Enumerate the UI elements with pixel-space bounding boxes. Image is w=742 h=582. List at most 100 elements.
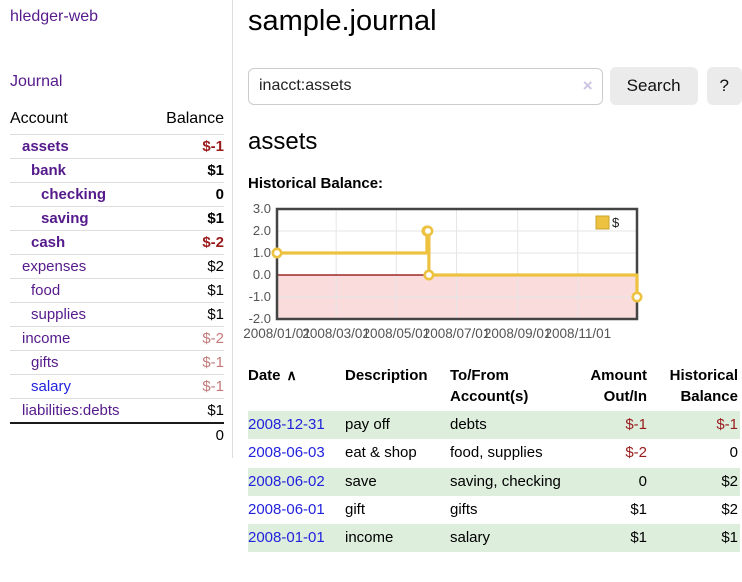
account-balance: $1: [207, 306, 224, 323]
clear-search-icon[interactable]: ×: [582, 75, 593, 95]
account-row-saving: saving $1: [10, 206, 224, 231]
accounts-total-row: 0: [10, 423, 224, 447]
account-balance: $-1: [202, 138, 224, 155]
account-link-bank[interactable]: bank: [31, 162, 67, 179]
transaction-balance: $2: [721, 472, 738, 490]
search-box: ×: [248, 67, 603, 105]
transaction-amount: $1: [630, 500, 647, 518]
account-balance: $-2: [202, 234, 224, 251]
account-balance: $1: [207, 210, 224, 227]
main-content: sample.journal × Search ? assets Histori…: [243, 0, 742, 553]
historical-balance-chart: $3.0 2.0 1.0 0.0 -1.0 -2.0 2008/01/01 2008/03/0…: [243, 201, 643, 344]
register-table: Date ∧ Description To/From Account(s) Amo…: [248, 363, 740, 553]
svg-text:2008/11/01: 2008/11/01: [545, 326, 612, 341]
search-button[interactable]: Search: [609, 67, 698, 105]
account-link-liabilities-debts[interactable]: liabilities:debts: [22, 402, 120, 419]
account-balance: $-2: [202, 330, 224, 347]
transaction-accounts: gifts: [450, 500, 478, 518]
account-link-gifts[interactable]: gifts: [31, 354, 59, 371]
search-row: × Search ?: [248, 67, 742, 105]
account-row-liabilities-debts: liabilities:debts $1: [10, 398, 224, 424]
account-balance: $-1: [202, 354, 224, 371]
transaction-description: income: [345, 529, 394, 546]
sidebar: hledger-web Journal Account Balance asse…: [0, 0, 233, 458]
transaction-description: save: [345, 472, 377, 490]
sort-asc-icon: ∧: [286, 367, 297, 383]
account-link-income[interactable]: income: [22, 330, 71, 347]
transaction-amount: $-1: [625, 416, 647, 433]
account-link-checking[interactable]: checking: [41, 186, 107, 203]
account-row-income: income $-2: [10, 326, 224, 351]
account-link-cash[interactable]: cash: [31, 234, 66, 251]
svg-text:2.0: 2.0: [253, 223, 271, 238]
account-link-expenses[interactable]: expenses: [22, 258, 87, 275]
brand-link[interactable]: hledger-web: [10, 8, 99, 25]
transaction-amount: $-2: [625, 444, 647, 462]
account-balance: $1: [207, 162, 224, 179]
register-row: 2008-06-02 save saving, checking 0 $2: [248, 467, 740, 496]
column-header-description: Description: [345, 367, 428, 384]
svg-text:3.0: 3.0: [253, 201, 271, 216]
account-link-saving[interactable]: saving: [41, 210, 89, 227]
account-row-salary: salary $-1: [10, 374, 224, 399]
account-balance: 0: [215, 186, 224, 203]
transaction-balance: 0: [729, 444, 738, 462]
account-row-supplies: supplies $1: [10, 302, 224, 327]
account-row-checking: checking 0: [10, 182, 224, 207]
nav-journal-link[interactable]: Journal: [10, 73, 63, 90]
column-header-date[interactable]: Date ∧: [248, 367, 297, 384]
svg-text:$: $: [612, 215, 620, 230]
chart-title: Historical Balance:: [248, 175, 384, 192]
transaction-date-link[interactable]: 2008-01-01: [248, 529, 325, 546]
accounts-total-balance: 0: [215, 427, 224, 444]
account-link-supplies[interactable]: supplies: [31, 306, 87, 323]
column-header-balance: Historical Balance: [669, 367, 738, 405]
transaction-date-link[interactable]: 2008-06-03: [248, 444, 325, 462]
account-link-assets[interactable]: assets: [22, 138, 69, 155]
accounts-header-row: Account Balance: [10, 105, 224, 135]
transaction-description: gift: [345, 500, 366, 518]
balance-chart-svg: $3.0 2.0 1.0 0.0 -1.0 -2.02008/01/012008/03/0…: [243, 201, 643, 341]
column-header-tofrom: To/From Account(s): [450, 367, 529, 405]
accounts-header-balance: Balance: [166, 110, 224, 127]
account-row-food: food $1: [10, 278, 224, 303]
svg-text:-1.0: -1.0: [249, 289, 271, 304]
account-link-salary[interactable]: salary: [31, 378, 72, 395]
transaction-amount: 0: [638, 472, 647, 490]
transaction-date-link[interactable]: 2008-06-01: [248, 500, 325, 518]
account-row-gifts: gifts $-1: [10, 350, 224, 375]
svg-text:2008/09/01: 2008/09/01: [484, 326, 552, 341]
svg-text:2008/05/01: 2008/05/01: [363, 326, 431, 341]
account-row-assets: assets $-1: [10, 134, 224, 159]
svg-text:2008/03/01: 2008/03/01: [302, 326, 370, 341]
transaction-amount: $1: [630, 529, 647, 546]
transaction-date-link[interactable]: 2008-12-31: [248, 416, 325, 433]
svg-text:2008/07/01: 2008/07/01: [423, 326, 491, 341]
register-row: 2008-06-01 gift gifts $1 $2: [248, 496, 740, 524]
svg-text:2008/01/01: 2008/01/01: [243, 326, 311, 341]
account-row-expenses: expenses $2: [10, 254, 224, 279]
svg-text:0.0: 0.0: [253, 267, 271, 282]
register-row: 2008-06-03 eat & shop food, supplies $-2…: [248, 439, 740, 467]
svg-text:-2.0: -2.0: [249, 311, 271, 326]
help-button[interactable]: ?: [706, 67, 742, 105]
column-header-amount: Amount Out/In: [590, 367, 647, 405]
transaction-accounts: saving, checking: [450, 472, 561, 490]
transaction-balance: $-1: [716, 416, 738, 433]
transaction-description: eat & shop: [345, 444, 417, 462]
search-input[interactable]: [248, 67, 603, 105]
accounts-table: Account Balance assets $-1 bank $1 check…: [10, 105, 224, 447]
transaction-accounts: salary: [450, 529, 491, 546]
page-title: sample.journal: [248, 5, 437, 37]
account-balance: $1: [207, 402, 224, 419]
transaction-date-link[interactable]: 2008-06-02: [248, 472, 325, 490]
transaction-balance: $1: [721, 529, 738, 546]
account-row-cash: cash $-2: [10, 230, 224, 255]
account-heading: assets: [248, 128, 318, 155]
account-link-food[interactable]: food: [31, 282, 61, 299]
svg-text:1.0: 1.0: [253, 245, 271, 260]
register-row: 2008-12-31 pay off debts $-1 $-1: [248, 411, 740, 440]
account-row-bank: bank $1: [10, 158, 224, 183]
transaction-description: pay off: [345, 416, 390, 433]
account-balance: $1: [207, 282, 224, 299]
